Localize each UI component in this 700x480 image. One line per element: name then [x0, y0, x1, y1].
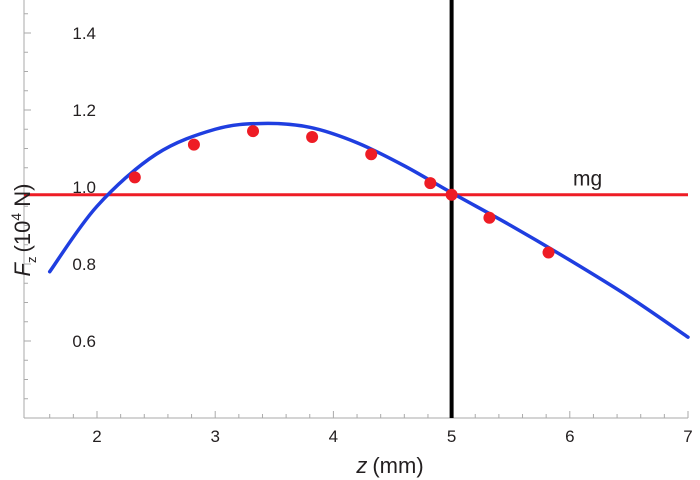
x-tick-label: 7: [683, 427, 692, 446]
measured-data-point: [187, 138, 200, 151]
y-ticks: 0.6 0.8 1.0 1.2 1.4: [24, 13, 96, 400]
y-axis-subscript: z: [24, 256, 39, 263]
y-axis-unit-close: N): [10, 184, 35, 213]
y-axis-title: Fz (104 N): [8, 184, 39, 277]
x-tick-label: 4: [329, 427, 338, 446]
measured-data-point: [306, 130, 319, 143]
measured-data-point: [247, 125, 260, 138]
x-tick-label: 6: [565, 427, 574, 446]
measured-data-point: [365, 148, 378, 161]
measured-data-point: [128, 171, 141, 184]
measured-data-point: [424, 177, 437, 190]
y-tick-label: 1.2: [72, 101, 96, 120]
x-axis-variable: z: [355, 453, 367, 478]
y-tick-label: 0.8: [72, 255, 96, 274]
x-ticks: 2 3 4 5 6 7: [49, 411, 693, 446]
y-axis-unit-open: (10: [10, 221, 35, 253]
y-tick-label: 0.6: [72, 332, 96, 351]
x-tick-label: 2: [92, 427, 101, 446]
y-axis-exponent: 4: [8, 213, 24, 221]
x-axis-unit: (mm): [372, 453, 423, 478]
svg-text:Fz(104 N): Fz (104 N): [8, 184, 39, 277]
x-tick-label: 5: [447, 427, 456, 446]
x-axis-title: z (mm): [355, 453, 423, 478]
y-tick-label: 1.4: [72, 24, 96, 43]
axes: 2 3 4 5 6 7 0.6 0.8 1.0 1.2 1.4: [23, 0, 693, 446]
y-axis-variable: F: [10, 261, 35, 276]
x-tick-label: 3: [210, 427, 219, 446]
mg-label: mg: [573, 168, 602, 191]
fitted-force-curve: [47, 121, 690, 339]
measured-data-point: [445, 188, 458, 201]
measured-data-point: [483, 211, 496, 224]
plot-layer: [24, 0, 690, 418]
y-tick-label: 1.0: [72, 178, 96, 197]
measured-data-point: [542, 246, 555, 259]
